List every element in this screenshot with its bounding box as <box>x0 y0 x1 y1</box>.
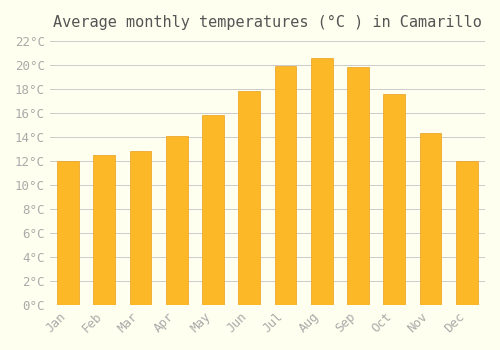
Bar <box>238 91 260 305</box>
Bar <box>202 116 224 305</box>
Bar <box>94 155 115 305</box>
Bar <box>420 133 442 305</box>
Bar <box>347 67 369 305</box>
Bar <box>274 66 296 305</box>
Bar <box>130 151 152 305</box>
Bar <box>166 136 188 305</box>
Bar <box>57 161 79 305</box>
Title: Average monthly temperatures (°C ) in Camarillo: Average monthly temperatures (°C ) in Ca… <box>53 15 482 30</box>
Bar <box>311 58 332 305</box>
Bar <box>384 94 405 305</box>
Bar <box>456 161 477 305</box>
